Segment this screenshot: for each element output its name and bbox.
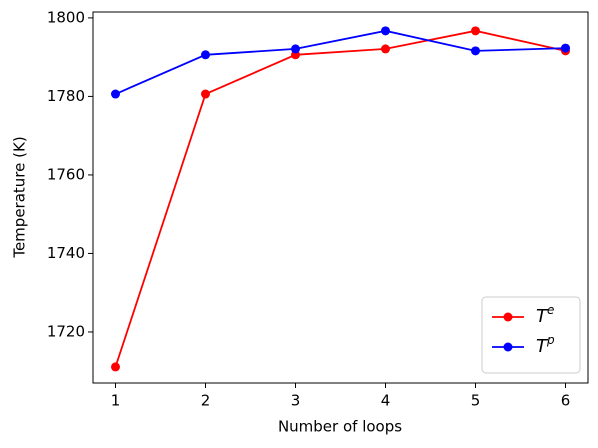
y-tick-label: 1720 xyxy=(47,322,85,340)
data-point xyxy=(561,43,570,53)
x-axis-label: Number of loops xyxy=(278,418,402,436)
y-tick-label: 1800 xyxy=(47,8,85,26)
y-tick-label: 1740 xyxy=(47,244,85,262)
legend-label: Te xyxy=(536,303,554,328)
data-point xyxy=(471,46,480,56)
data-point xyxy=(201,50,210,60)
series-line xyxy=(114,29,566,368)
x-tick-label: 6 xyxy=(561,392,571,410)
plot-frame xyxy=(92,11,589,384)
data-point xyxy=(111,362,120,372)
y-tick-label: 1780 xyxy=(47,87,85,105)
data-point xyxy=(201,89,210,99)
data-point xyxy=(471,26,480,36)
legend-marker xyxy=(503,342,513,352)
x-tick-label: 1 xyxy=(111,392,121,410)
legend-marker xyxy=(503,312,513,322)
x-tick-label: 5 xyxy=(471,392,481,410)
series-line xyxy=(115,29,566,95)
x-tick-label: 4 xyxy=(381,392,391,410)
data-point xyxy=(381,44,390,54)
legend-label: Tp xyxy=(536,333,555,358)
data-point xyxy=(381,26,390,36)
legend-box xyxy=(481,296,581,374)
data-point xyxy=(291,44,300,54)
y-tick-label: 1760 xyxy=(47,165,85,183)
data-point xyxy=(111,89,120,99)
y-axis-label: Temperature (K) xyxy=(11,136,29,258)
x-tick-label: 2 xyxy=(201,392,211,410)
x-tick-label: 3 xyxy=(291,392,301,410)
